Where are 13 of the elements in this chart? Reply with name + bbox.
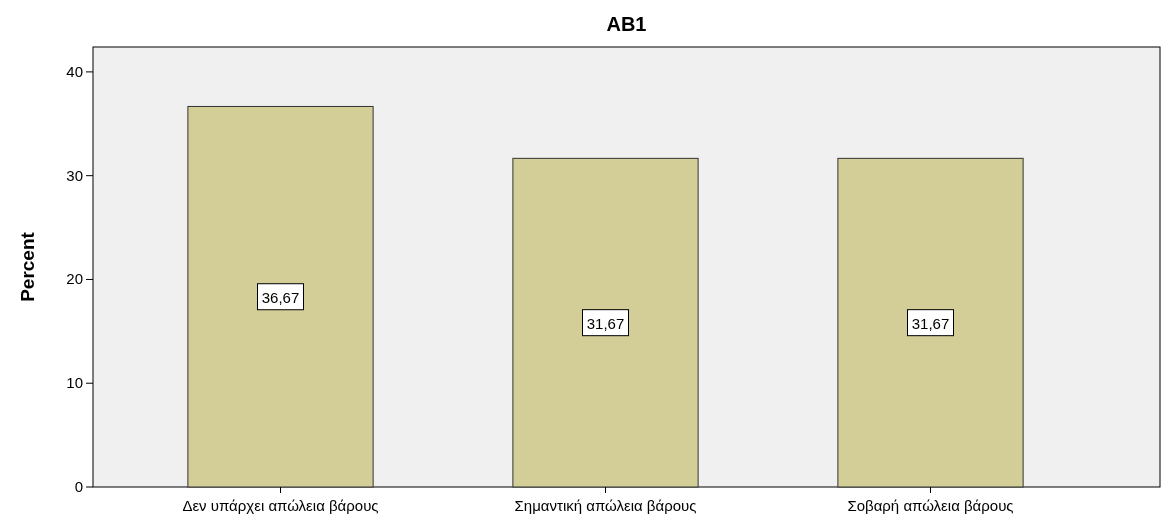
y-tick-label: 0 — [74, 478, 83, 495]
chart-title: AB1 — [606, 13, 647, 35]
data-label: 31,67 — [911, 314, 950, 332]
x-tick-label: Δεν υπάρχει απώλεια βάρους — [182, 497, 379, 514]
data-label: 36,67 — [261, 288, 300, 306]
y-tick-label: 40 — [66, 62, 83, 80]
x-tick-label: Σοβαρή απώλεια βάρους — [847, 497, 1014, 514]
y-tick-label: 20 — [66, 270, 83, 288]
y-tick-label: 10 — [66, 374, 83, 392]
y-tick-label: 30 — [66, 166, 83, 184]
x-tick-label: Σημαντική απώλεια βάρους — [514, 497, 697, 514]
y-axis-title: Percent — [17, 231, 38, 302]
data-label: 31,67 — [586, 314, 625, 332]
